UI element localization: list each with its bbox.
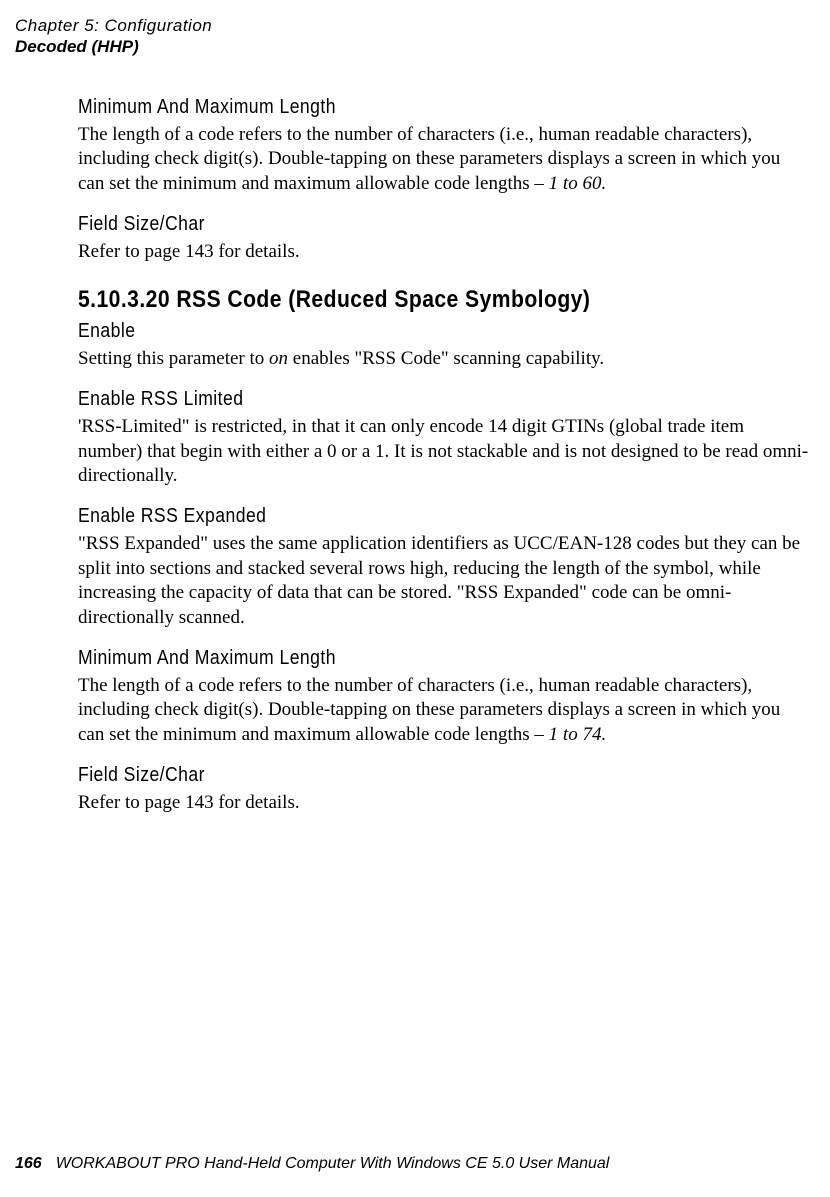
- body-min-max-2: The length of a code refers to the numbe…: [78, 674, 810, 748]
- heading-field-size-2: Field Size/Char: [78, 764, 722, 787]
- text-italic: on: [269, 348, 288, 369]
- footer-title: WORKABOUT PRO Hand-Held Computer With Wi…: [56, 1155, 610, 1172]
- body-enable: Setting this parameter to on enables "RS…: [78, 347, 810, 372]
- page-header: Chapter 5: Configuration Decoded (HHP): [0, 0, 830, 58]
- heading-main-section: 5.10.3.20 RSS Code (Reduced Space Symbol…: [78, 286, 722, 314]
- page-number: 166: [15, 1155, 42, 1172]
- heading-field-size-1: Field Size/Char: [78, 213, 722, 236]
- text-segment: enables "RSS Code" scanning capability.: [288, 348, 604, 369]
- body-min-max-1: The length of a code refers to the numbe…: [78, 123, 810, 197]
- text-italic: 1 to 74.: [549, 724, 607, 745]
- text-italic: 1 to 60.: [549, 173, 607, 194]
- body-field-size-2: Refer to page 143 for details.: [78, 791, 810, 816]
- heading-enable: Enable: [78, 320, 722, 343]
- text-segment: The length of a code refers to the numbe…: [78, 675, 780, 745]
- heading-min-max-1: Minimum And Maximum Length: [78, 96, 722, 119]
- text-segment: The length of a code refers to the numbe…: [78, 124, 780, 194]
- heading-rss-expanded: Enable RSS Expanded: [78, 505, 722, 528]
- text-segment: Setting this parameter to: [78, 348, 269, 369]
- body-rss-expanded: "RSS Expanded" uses the same application…: [78, 532, 810, 631]
- body-rss-limited: 'RSS-Limited" is restricted, in that it …: [78, 415, 810, 489]
- page-content: Minimum And Maximum Length The length of…: [0, 58, 830, 816]
- page-footer: 166 WORKABOUT PRO Hand-Held Computer With…: [15, 1155, 609, 1173]
- heading-rss-limited: Enable RSS Limited: [78, 388, 722, 411]
- heading-min-max-2: Minimum And Maximum Length: [78, 647, 722, 670]
- body-field-size-1: Refer to page 143 for details.: [78, 240, 810, 265]
- header-chapter: Chapter 5: Configuration: [15, 15, 830, 36]
- header-section: Decoded (HHP): [15, 36, 830, 57]
